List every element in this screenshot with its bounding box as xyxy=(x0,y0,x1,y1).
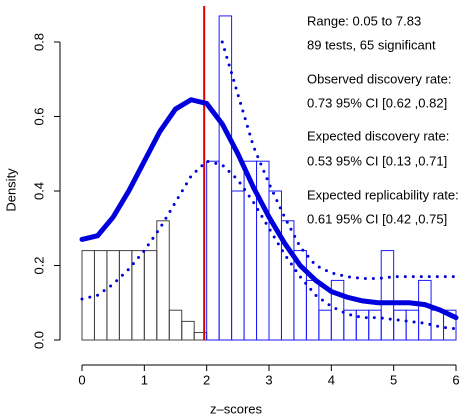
annotation: 0.73 95% CI [0.62 ,0.82] xyxy=(307,95,447,110)
histogram-bar xyxy=(330,279,345,341)
annotation: Observed discovery rate: xyxy=(307,71,452,86)
histogram-bar xyxy=(318,309,332,341)
histogram-bar xyxy=(418,279,432,341)
x-axis-label: z–scores xyxy=(210,401,263,416)
ci-curve xyxy=(80,159,458,331)
histogram-bar xyxy=(143,250,158,341)
x-tick-label: 5 xyxy=(390,372,397,387)
y-tick-label: 0.8 xyxy=(31,33,46,51)
histogram-bar xyxy=(256,160,270,341)
annotation: 89 tests, 65 significant xyxy=(307,37,436,52)
histogram-bar xyxy=(231,190,245,341)
histogram-bar xyxy=(118,250,133,341)
histogram-bar xyxy=(181,320,195,341)
y-tick-label: 0.2 xyxy=(31,256,46,274)
histogram-bar xyxy=(355,309,370,341)
y-tick-label: 0.0 xyxy=(31,331,46,349)
x-tick-label: 6 xyxy=(452,372,459,387)
histogram-bar xyxy=(380,250,395,341)
annotation: 0.53 95% CI [0.13 ,0.71] xyxy=(307,153,447,168)
histogram-bar xyxy=(81,250,95,341)
histogram-bar xyxy=(206,160,220,341)
histogram-bar xyxy=(405,309,420,341)
y-tick-label: 0.6 xyxy=(31,107,46,125)
x-tick-label: 0 xyxy=(78,372,85,387)
x-tick-label: 1 xyxy=(141,372,148,387)
annotation: Expected discovery rate: xyxy=(307,128,449,143)
y-axis-label: Density xyxy=(3,168,18,212)
density-curve xyxy=(79,97,459,321)
histogram-bar xyxy=(268,190,282,341)
histogram-bar xyxy=(368,309,382,341)
x-tick-label: 2 xyxy=(203,372,210,387)
histogram-bar xyxy=(218,15,233,341)
y-tick-label: 0.4 xyxy=(31,182,46,200)
x-tick-label: 3 xyxy=(265,372,272,387)
annotation: Expected replicability rate: xyxy=(307,187,459,202)
histogram-bar xyxy=(393,309,407,341)
annotation: 0.61 95% CI [0.42 ,0.75] xyxy=(307,211,447,226)
histogram-bar xyxy=(443,309,457,341)
histogram-bar xyxy=(156,220,170,341)
annotation: Range: 0.05 to 7.83 xyxy=(307,13,421,28)
histogram-bar xyxy=(168,309,183,341)
x-tick-label: 4 xyxy=(328,372,335,387)
ci-curve xyxy=(220,40,458,281)
histogram-bar xyxy=(305,279,320,341)
histogram-bar xyxy=(106,250,120,341)
